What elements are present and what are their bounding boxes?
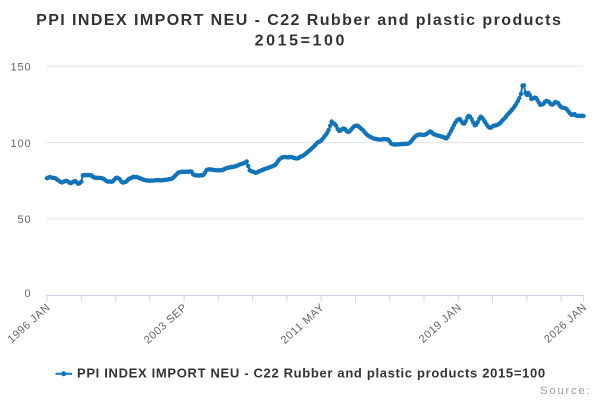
svg-text:PPI INDEX IMPORT NEU - C22 Rub: PPI INDEX IMPORT NEU - C22 Rubber and pl…	[36, 12, 562, 29]
svg-text:PPI INDEX IMPORT NEU - C22 Rub: PPI INDEX IMPORT NEU - C22 Rubber and pl…	[77, 366, 546, 381]
svg-text:2015=100: 2015=100	[255, 32, 347, 49]
svg-text:Source:: Source:	[540, 385, 591, 397]
svg-text:100: 100	[10, 138, 31, 150]
svg-text:0: 0	[24, 288, 31, 300]
svg-text:50: 50	[17, 214, 31, 226]
svg-text:150: 150	[10, 62, 31, 74]
